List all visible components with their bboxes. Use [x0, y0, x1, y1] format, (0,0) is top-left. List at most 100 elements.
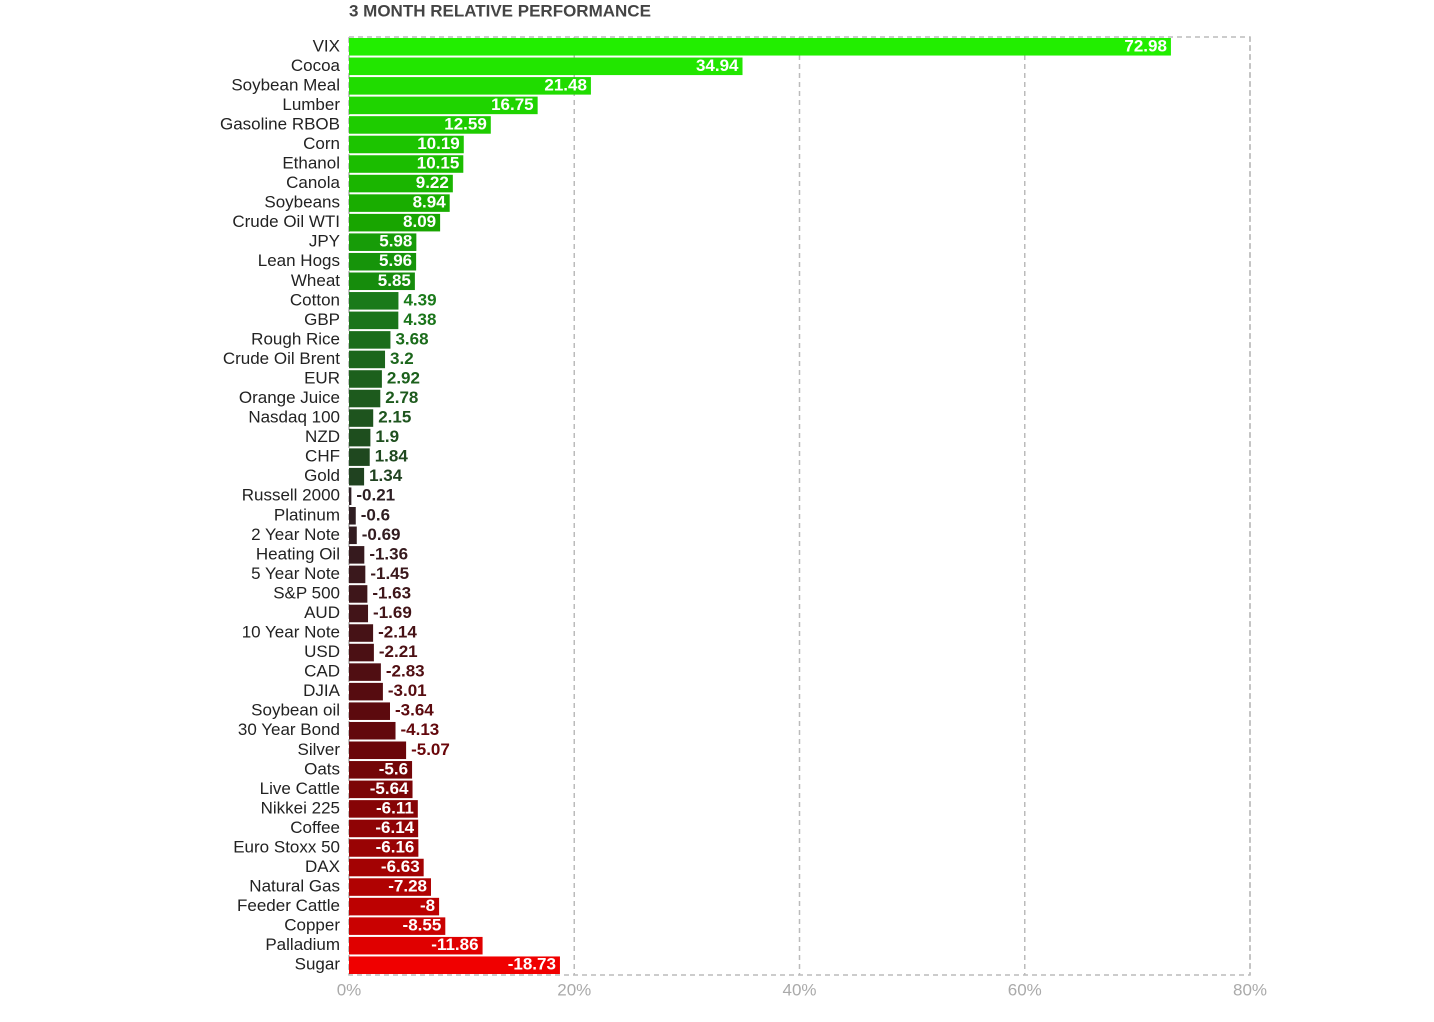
category-label: Rough Rice	[251, 329, 340, 348]
bar	[349, 682, 383, 701]
category-label: Crude Oil WTI	[232, 212, 340, 231]
value-label: 4.39	[403, 290, 436, 309]
bar	[349, 292, 399, 310]
category-label: Copper	[284, 916, 340, 935]
bar	[349, 956, 560, 974]
value-label: -3.01	[388, 681, 427, 700]
category-label: Orange Juice	[239, 388, 340, 407]
category-label: 10 Year Note	[242, 623, 340, 642]
value-label: -2.83	[386, 662, 425, 681]
value-label: -11.86	[431, 935, 478, 954]
category-label: Natural Gas	[249, 877, 340, 896]
category-label: Soybeans	[264, 193, 340, 212]
category-label: Silver	[297, 740, 340, 759]
category-label: EUR	[304, 368, 340, 387]
category-label: Canola	[286, 173, 340, 192]
category-label: Sugar	[295, 955, 341, 974]
bar	[349, 252, 417, 271]
bar	[349, 897, 440, 916]
category-label: Corn	[303, 134, 340, 153]
value-label: 1.34	[369, 466, 403, 485]
category-label: 30 Year Bond	[238, 720, 340, 739]
value-label: 21.48	[544, 75, 587, 94]
category-label: Live Cattle	[260, 779, 340, 798]
bar	[349, 487, 352, 505]
value-label: 10.15	[417, 154, 460, 173]
value-label: -8.55	[403, 916, 442, 935]
bar	[349, 604, 369, 623]
category-label: GBP	[304, 310, 340, 329]
category-label: Lumber	[282, 95, 340, 114]
bar	[349, 370, 382, 388]
category-label: NZD	[305, 427, 340, 446]
bar	[349, 526, 357, 545]
value-label: 3.2	[390, 349, 414, 368]
x-tick-label: 60%	[1008, 980, 1042, 999]
bar	[349, 155, 464, 173]
x-tick-label: 0%	[337, 980, 362, 999]
value-label: 4.38	[403, 310, 436, 329]
bar	[349, 878, 431, 896]
bar	[349, 135, 464, 154]
bar	[349, 350, 386, 369]
category-label: Wheat	[291, 271, 340, 290]
category-label: Gasoline RBOB	[220, 114, 340, 133]
category-label: DJIA	[303, 681, 341, 700]
chart-title: 3 MONTH RELATIVE PERFORMANCE	[349, 1, 651, 20]
category-label: Platinum	[274, 505, 340, 524]
bar	[349, 448, 370, 466]
category-label: Heating Oil	[256, 544, 340, 563]
bar	[349, 839, 419, 857]
value-label: -1.36	[369, 544, 408, 563]
category-label: CHF	[305, 447, 340, 466]
bar	[349, 428, 371, 447]
value-label: 2.78	[385, 388, 418, 407]
category-label: Euro Stoxx 50	[233, 837, 340, 856]
bar	[349, 96, 538, 115]
category-label: Coffee	[290, 818, 340, 837]
category-label: CAD	[304, 662, 340, 681]
value-label: 2.15	[378, 408, 411, 427]
bar	[349, 936, 483, 955]
category-label: AUD	[304, 603, 340, 622]
bar	[349, 116, 491, 134]
bar	[349, 213, 441, 232]
category-label: USD	[304, 642, 340, 661]
value-label: -6.14	[375, 818, 414, 837]
value-label: 5.85	[378, 271, 411, 290]
bar	[349, 409, 374, 427]
bar	[349, 272, 415, 291]
value-label: -5.64	[370, 779, 409, 798]
category-label: Oats	[304, 759, 340, 778]
bar	[349, 233, 417, 251]
category-label: DAX	[305, 857, 340, 876]
bar	[349, 741, 407, 760]
value-label: -3.64	[395, 701, 434, 720]
value-label: 1.9	[375, 427, 399, 446]
value-label: -7.28	[388, 877, 427, 896]
bar	[349, 858, 424, 877]
category-label: Ethanol	[282, 154, 340, 173]
bar	[349, 77, 591, 95]
bar	[349, 38, 1171, 56]
bar	[349, 389, 381, 408]
bar	[349, 311, 399, 330]
value-label: 9.22	[416, 173, 449, 192]
category-label: JPY	[309, 232, 340, 251]
category-label: Soybean oil	[251, 701, 340, 720]
category-label: VIX	[313, 36, 340, 55]
category-label: Lean Hogs	[258, 251, 340, 270]
value-label: -6.63	[381, 857, 420, 876]
value-label: -2.14	[378, 623, 417, 642]
bar	[349, 624, 374, 642]
category-label: Feeder Cattle	[237, 896, 340, 915]
value-label: 12.59	[444, 114, 487, 133]
value-label: -1.63	[372, 583, 411, 602]
value-label: 8.94	[413, 193, 447, 212]
value-label: -1.69	[373, 603, 412, 622]
category-label: Russell 2000	[242, 486, 340, 505]
bar	[349, 721, 396, 740]
category-label: 2 Year Note	[251, 525, 340, 544]
